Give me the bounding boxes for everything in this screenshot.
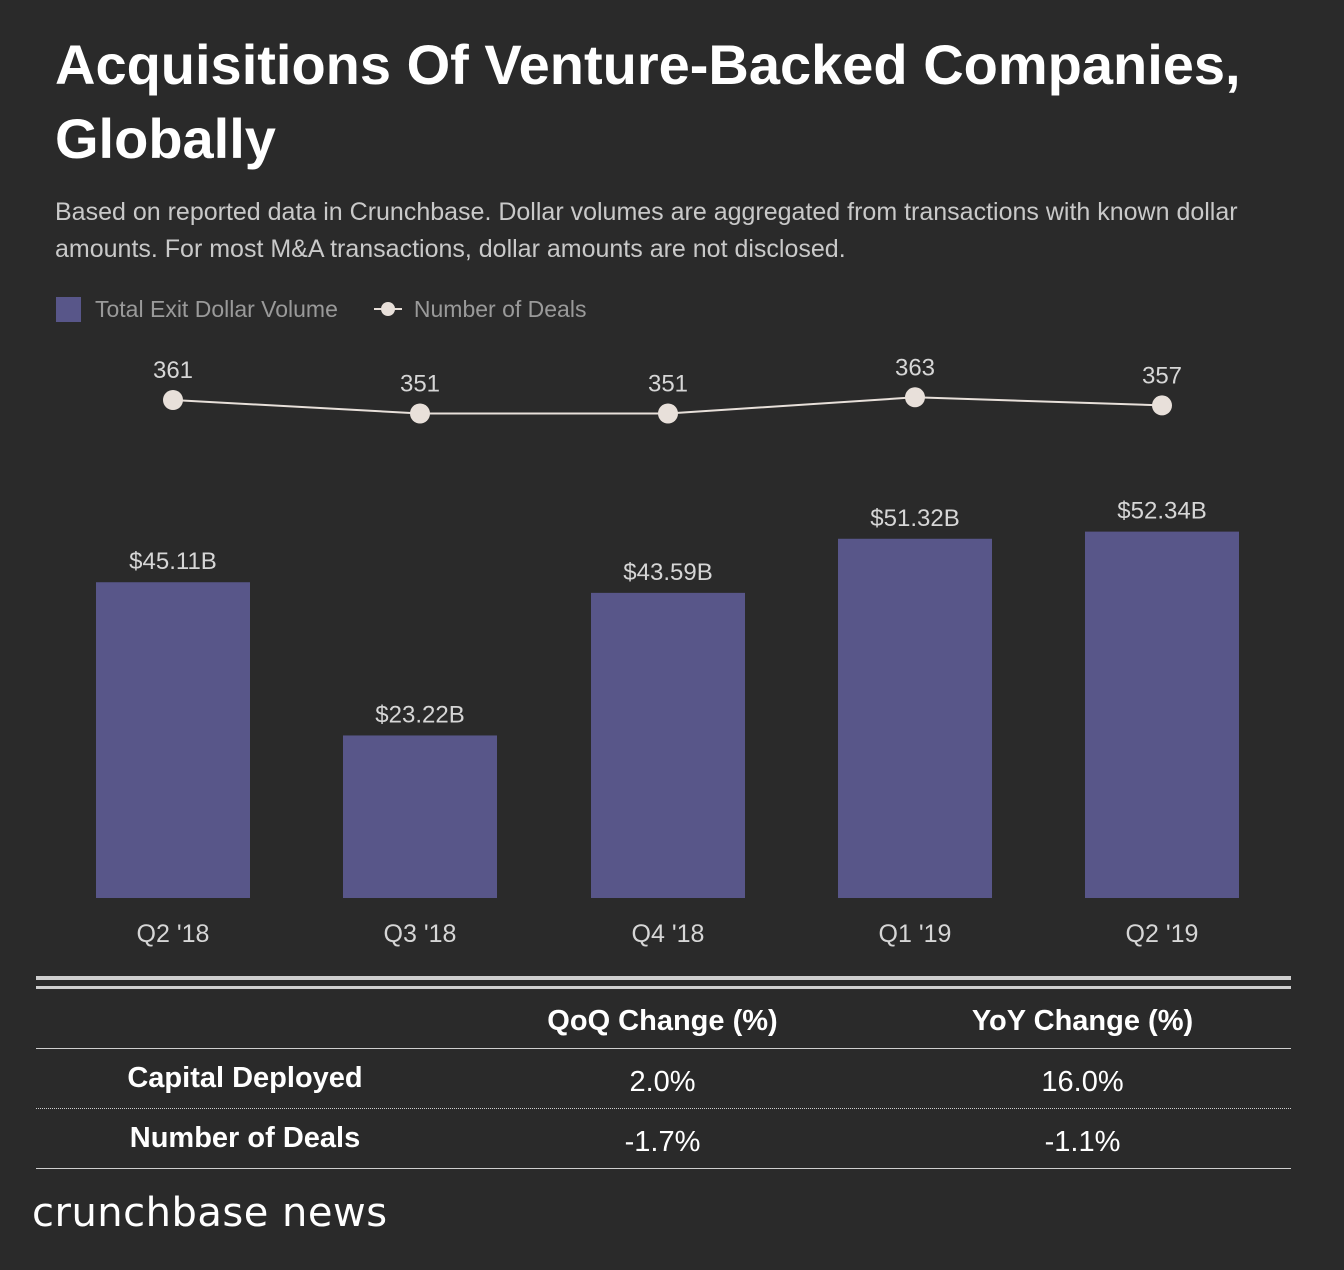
deals-value-label-1: 361 (153, 357, 193, 384)
table-bottom-rule (36, 1168, 1291, 1169)
legend-label-number-of-deals: Number of Deals (413, 295, 587, 322)
chart-subtitle: Based on reported data in Crunchbase. Do… (55, 198, 1238, 263)
page-title: Acquisitions Of Venture-Backed Companies… (55, 33, 1241, 170)
legend-item-dollar-volume: Total Exit Dollar Volume (56, 296, 338, 323)
deals-point-2 (410, 403, 430, 424)
deals-point-1 (163, 390, 183, 410)
table-row-divider (36, 1108, 1291, 1109)
bar-1 (96, 582, 250, 898)
table-top-rule-secondary (36, 986, 1291, 989)
table-row-label-capital-deployed: Capital Deployed (127, 1062, 363, 1094)
table-header-yoy: YoY Change (%) (971, 1005, 1194, 1037)
legend-line-marker-icon (373, 302, 402, 316)
legend-item-number-of-deals: Number of Deals (373, 295, 587, 323)
brand-logo-text: crunchbase news (32, 1190, 388, 1236)
combo-chart: $45.11B $23.22B $43.59B $51.32B $52.34B Q2 '1… (96, 354, 1239, 948)
table-header-rule (36, 1048, 1291, 1049)
table-cell-deals-yoy: -1.1% (1044, 1126, 1121, 1158)
bar-value-label-3: $43.59B (623, 559, 712, 586)
x-tick-label-2: Q3 '18 (384, 920, 457, 948)
bar-4 (838, 538, 992, 898)
table-header-qoq: QoQ Change (%) (547, 1005, 778, 1037)
bar-5 (1085, 531, 1239, 898)
bar-2 (343, 735, 497, 898)
table-row-label-number-of-deals: Number of Deals (129, 1122, 361, 1154)
bar-value-label-5: $52.34B (1117, 498, 1206, 525)
deals-point-3 (658, 403, 678, 424)
table-cell-capital-yoy: 16.0% (1041, 1066, 1124, 1098)
deals-value-label-4: 363 (895, 354, 935, 381)
table-cell-deals-qoq: -1.7% (624, 1126, 701, 1158)
x-tick-label-3: Q4 '18 (632, 920, 705, 948)
table-top-rule (36, 976, 1291, 980)
x-tick-label-5: Q2 '19 (1126, 920, 1199, 948)
x-tick-label-1: Q2 '18 (137, 920, 210, 948)
table-cell-capital-qoq: 2.0% (629, 1066, 696, 1098)
bar-value-label-4: $51.32B (870, 505, 959, 532)
bar-3 (591, 592, 745, 898)
deals-point-4 (905, 387, 925, 408)
legend-label-dollar-volume: Total Exit Dollar Volume (95, 295, 338, 322)
legend-bar-swatch-icon (56, 296, 81, 322)
deals-point-5 (1152, 395, 1172, 416)
bar-value-label-1: $45.11B (129, 548, 217, 575)
bar-value-label-2: $23.22B (375, 701, 464, 728)
deals-value-label-3: 351 (648, 371, 688, 398)
deals-value-label-5: 357 (1142, 362, 1182, 389)
chart-legend: Total Exit Dollar Volume Number of Deals (56, 294, 622, 324)
x-tick-label-4: Q1 '19 (879, 920, 952, 948)
deals-value-label-2: 351 (400, 371, 440, 398)
